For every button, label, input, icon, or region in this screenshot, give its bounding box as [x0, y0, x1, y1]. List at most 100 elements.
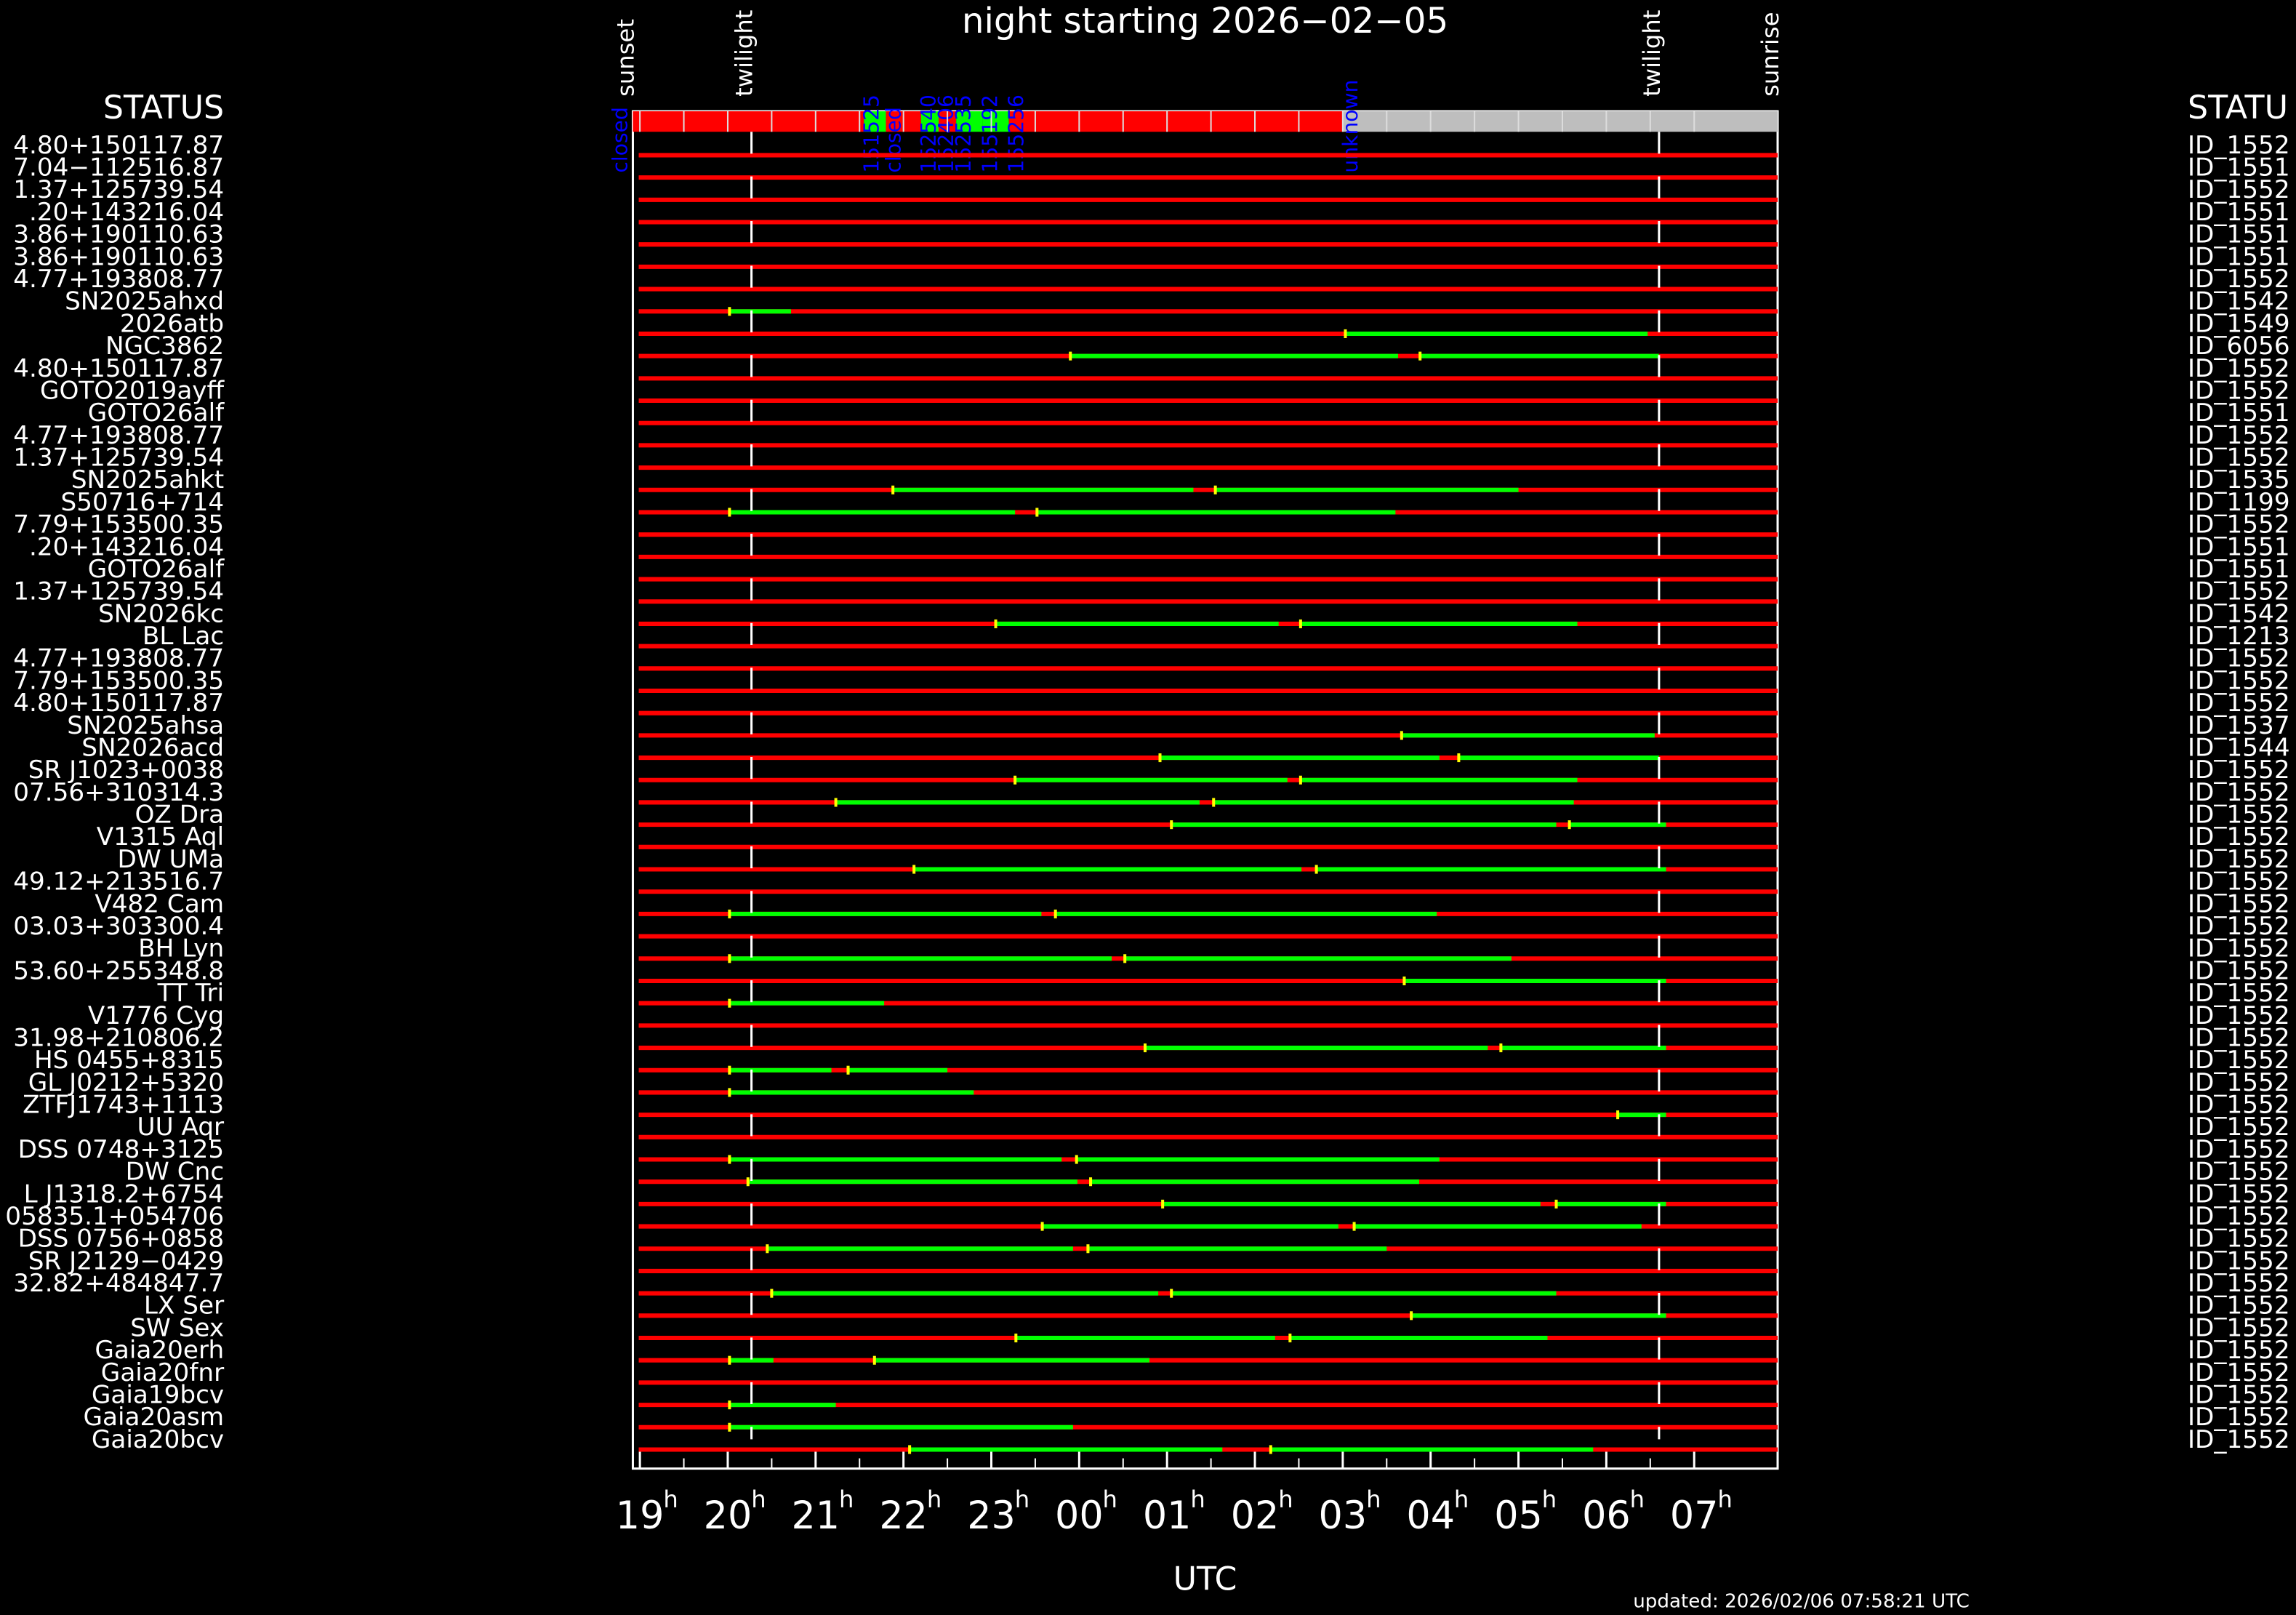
tick-label: 07	[1670, 1494, 1719, 1538]
status-segment	[1342, 111, 1778, 132]
target-name: HS 0455+8315	[34, 1046, 224, 1075]
status-label: 152406	[934, 95, 958, 173]
target-name: SR J1023+0038	[28, 756, 224, 785]
tick-suffix: h	[1630, 1486, 1645, 1513]
target-name: BH Lyn	[138, 934, 224, 963]
event-label: sunset	[611, 19, 639, 97]
tick-suffix: h	[1015, 1486, 1029, 1513]
event-label: sunrise	[1757, 12, 1784, 96]
target-id: ID_1552	[2188, 934, 2290, 963]
axis-label: UTC	[1173, 1561, 1237, 1598]
target-id: ID_1552	[2188, 666, 2290, 695]
target-name: SN2025ahkt	[71, 465, 224, 494]
target-id: ID_1551	[2188, 242, 2290, 271]
target-id: ID_1537	[2188, 711, 2290, 740]
status-label: 152540	[917, 95, 941, 173]
target-id: ID_1542	[2188, 599, 2290, 628]
tick-label: 06	[1582, 1494, 1631, 1538]
target-name: 4.80+150117.87	[13, 689, 224, 718]
target-name: 4.77+193808.77	[13, 421, 224, 450]
status-header-left: STATUS	[103, 89, 224, 127]
target-id: ID_1552	[2188, 510, 2290, 540]
event-label: twilight	[731, 10, 758, 97]
target-name: SN2025ahxd	[65, 287, 224, 316]
status-segment	[982, 111, 1009, 132]
status-segment	[864, 111, 886, 132]
target-name: ZTFJ1743+1113	[23, 1091, 224, 1120]
tick-label: 21	[792, 1494, 840, 1538]
target-name: SN2026acd	[81, 733, 224, 762]
target-name: Gaia19bcv	[92, 1381, 224, 1410]
tick-label: 04	[1406, 1494, 1455, 1538]
target-id: ID_1552	[2188, 822, 2290, 851]
status-label: closed	[608, 107, 632, 172]
target-name: 4.80+150117.87	[13, 354, 224, 383]
target-id: ID_1552	[2188, 175, 2290, 204]
target-name: UU Aqr	[137, 1113, 225, 1142]
status-label: 152535	[952, 95, 976, 173]
target-name: SR J2129−0429	[28, 1246, 224, 1275]
tick-label: 22	[879, 1494, 928, 1538]
target-name: 7.79+153500.35	[13, 510, 224, 540]
tick-suffix: h	[751, 1486, 766, 1513]
tick-suffix: h	[927, 1486, 942, 1513]
tick-suffix: h	[1542, 1486, 1557, 1513]
status-header-right: STATU	[2188, 89, 2288, 127]
target-name: 7.04−112516.87	[13, 153, 224, 183]
status-label: closed	[882, 107, 906, 172]
target-id: ID_1552	[2188, 1068, 2290, 1097]
target-name: 31.98+210806.2	[13, 1023, 224, 1052]
target-name: 7.79+153500.35	[13, 666, 224, 695]
target-id: ID_1552	[2188, 1403, 2290, 1432]
status-segment	[920, 111, 939, 132]
target-name: 4.77+193808.77	[13, 265, 224, 294]
target-name: GOTO26alf	[88, 555, 225, 584]
target-id: ID_1535	[2188, 465, 2290, 494]
target-id: ID_1551	[2188, 555, 2290, 584]
target-id: ID_1552	[2188, 756, 2290, 785]
target-id: ID_1552	[2188, 1425, 2290, 1454]
target-name: 07.56+310314.3	[13, 778, 224, 807]
target-name: 05835.1+054706	[5, 1202, 224, 1231]
target-id: ID_1552	[2188, 1269, 2290, 1298]
target-name: SW Sex	[130, 1313, 224, 1342]
target-id: ID_1552	[2188, 1158, 2290, 1187]
tick-suffix: h	[1190, 1486, 1205, 1513]
target-name: 53.60+255348.8	[13, 956, 224, 985]
target-name: 4.80+150117.87	[13, 131, 224, 160]
tick-label: 20	[704, 1494, 752, 1538]
target-id: ID_1552	[2188, 1336, 2290, 1365]
target-id: ID_1551	[2188, 153, 2290, 183]
target-id: ID_1552	[2188, 1202, 2290, 1231]
tick-label: 01	[1143, 1494, 1192, 1538]
target-id: ID_1552	[2188, 1358, 2290, 1387]
target-id: ID_1552	[2188, 1046, 2290, 1075]
target-id: ID_1551	[2188, 532, 2290, 561]
target-name: L J1318.2+6754	[24, 1179, 225, 1209]
target-id: ID_1552	[2188, 644, 2290, 673]
target-name: DW Cnc	[126, 1158, 224, 1187]
target-id: ID_1551	[2188, 398, 2290, 428]
target-name: V1315 Aql	[97, 822, 224, 851]
target-name: 1.37+125739.54	[13, 175, 224, 204]
target-name: BL Lac	[143, 622, 224, 651]
target-id: ID_1552	[2188, 845, 2290, 874]
target-id: ID_1552	[2188, 354, 2290, 383]
target-id: ID_1552	[2188, 1381, 2290, 1410]
target-name: .20+143216.04	[29, 198, 224, 227]
tick-label: 03	[1319, 1494, 1368, 1538]
target-name: SN2026kc	[98, 599, 224, 628]
tick-suffix: h	[1103, 1486, 1117, 1513]
updated-time: updated: 2026/02/06 07:58:21 UTC	[1633, 1590, 1970, 1612]
target-id: ID_1544	[2188, 733, 2290, 762]
target-id: ID_1552	[2188, 1001, 2290, 1030]
target-name: Gaia20fnr	[101, 1358, 225, 1387]
tick-suffix: h	[1717, 1486, 1732, 1513]
target-name: Gaia20erh	[95, 1336, 224, 1365]
target-id: ID_1552	[2188, 1313, 2290, 1342]
target-id: ID_6056	[2188, 332, 2290, 361]
status-segment	[956, 111, 983, 132]
tick-label: 23	[967, 1494, 1016, 1538]
target-name: TT Tri	[157, 979, 225, 1008]
target-id: ID_1551	[2188, 220, 2290, 249]
